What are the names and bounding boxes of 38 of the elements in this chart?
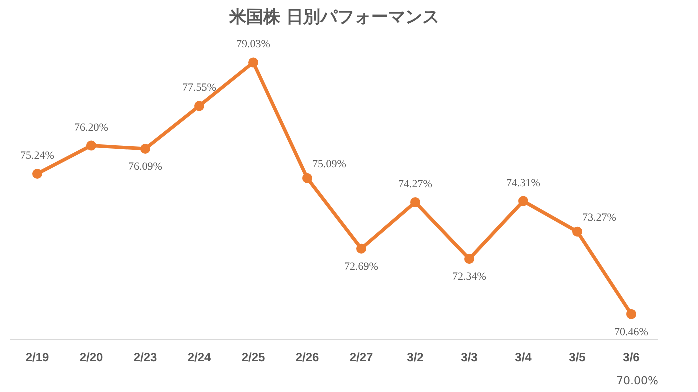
point [410, 197, 420, 208]
data-label: 74.27% [398, 178, 432, 190]
data-label: 75.09% [312, 158, 346, 170]
data-label: 72.34% [452, 271, 486, 284]
x-tick-label: 2/19 [26, 350, 50, 364]
point [86, 140, 96, 151]
data-label: 73.27% [582, 212, 616, 224]
x-tick-label: 3/3 [461, 350, 478, 364]
point [194, 101, 204, 112]
x-tick-label: 2/25 [242, 350, 266, 364]
point [248, 58, 258, 68]
text: 70.00% [616, 374, 659, 388]
data-label: 75.24% [20, 150, 54, 162]
x-tick-label: 3/6 [623, 350, 640, 364]
point [356, 244, 366, 254]
x-tick-label: 2/27 [350, 350, 374, 364]
data-label: 74.31% [506, 177, 540, 190]
point [572, 226, 582, 237]
x-tick-label: 2/24 [188, 350, 212, 364]
point [626, 309, 636, 320]
chart-title: 米国株 日別パフォーマンス [228, 8, 440, 28]
point [32, 168, 42, 179]
data-label: 76.09% [128, 161, 162, 174]
point [140, 144, 150, 154]
x-tick-label: 3/2 [407, 350, 424, 364]
data-label: 76.20% [74, 122, 108, 134]
x-tick-label: 2/20 [80, 350, 104, 364]
data-label: 72.69% [344, 260, 378, 273]
point [302, 173, 312, 184]
point [518, 196, 528, 206]
point [464, 254, 474, 264]
x-tick-label: 2/26 [296, 350, 320, 364]
x-tick-label: 3/4 [515, 350, 532, 364]
data-label: 79.03% [236, 38, 270, 51]
data-label: 77.55% [182, 82, 216, 94]
x-tick-label: 2/23 [134, 350, 158, 364]
x-tick-label: 3/5 [569, 350, 586, 364]
data-label: 70.46% [614, 326, 648, 338]
